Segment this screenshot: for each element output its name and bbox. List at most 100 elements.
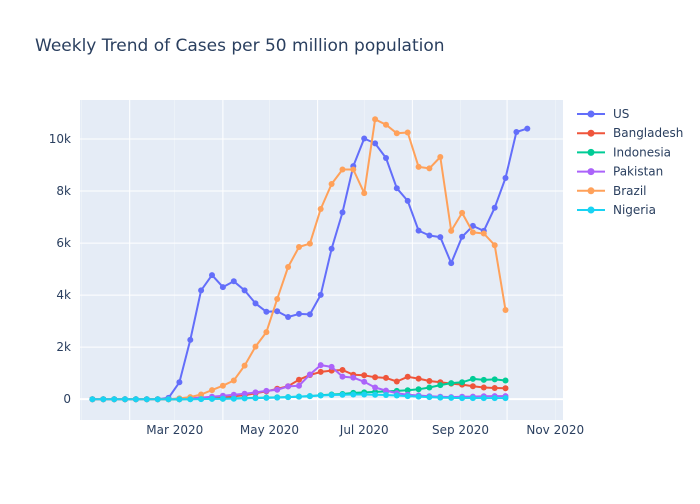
x-tick-label: Nov 2020	[526, 423, 584, 437]
x-tick-label: Sep 2020	[432, 423, 489, 437]
data-point	[415, 386, 422, 393]
data-point	[524, 125, 531, 132]
data-point	[219, 284, 226, 291]
data-point	[448, 394, 455, 401]
data-point	[459, 209, 466, 216]
data-point	[339, 373, 346, 380]
data-point	[448, 260, 455, 267]
data-point	[339, 391, 346, 398]
y-tick-label: 2k	[56, 340, 71, 354]
data-point	[383, 392, 389, 398]
legend-label: Pakistan	[613, 165, 663, 179]
data-point	[252, 300, 259, 307]
data-point	[241, 390, 248, 397]
data-point	[317, 392, 324, 399]
data-point	[404, 373, 411, 380]
data-point	[502, 395, 509, 402]
data-point	[296, 382, 302, 389]
legend-label: US	[613, 107, 629, 121]
data-point	[415, 375, 422, 382]
legend-item: Nigeria	[577, 203, 656, 217]
data-point	[328, 392, 335, 398]
data-point	[263, 308, 270, 315]
data-point	[296, 244, 302, 250]
data-point	[502, 175, 509, 181]
data-point	[393, 378, 400, 385]
data-point	[383, 374, 389, 381]
data-point	[491, 376, 498, 383]
data-point	[252, 395, 259, 402]
data-point	[448, 380, 455, 387]
series-nigeria	[89, 391, 509, 403]
data-point	[317, 368, 324, 375]
data-point	[230, 395, 237, 402]
data-point	[176, 396, 183, 403]
data-point	[491, 204, 498, 211]
data-point	[372, 391, 379, 398]
data-point	[426, 378, 433, 384]
y-tick-label: 10k	[49, 132, 71, 146]
legend-label: Bangladesh	[613, 126, 683, 140]
data-point	[480, 230, 487, 237]
data-point	[404, 129, 411, 136]
legend-label: Nigeria	[613, 203, 656, 217]
data-point	[372, 116, 379, 123]
data-point	[415, 163, 422, 170]
data-point	[317, 206, 324, 212]
data-point	[285, 264, 292, 270]
data-point	[448, 227, 455, 234]
data-point	[361, 372, 368, 379]
data-point	[274, 394, 281, 401]
data-point	[393, 392, 400, 399]
data-point	[480, 384, 487, 391]
data-point	[491, 385, 498, 391]
data-point	[296, 393, 302, 400]
data-point	[437, 382, 444, 389]
data-point	[100, 396, 107, 403]
data-point	[404, 197, 411, 204]
data-point	[469, 395, 476, 402]
data-point	[339, 166, 346, 173]
x-tick-label: Mar 2020	[146, 423, 203, 437]
data-point	[143, 396, 150, 403]
data-point	[122, 396, 128, 403]
data-point	[111, 396, 118, 403]
data-point	[285, 383, 292, 390]
x-tick-label: May 2020	[240, 423, 299, 437]
data-point	[459, 395, 466, 402]
data-point	[404, 387, 411, 394]
data-point	[241, 362, 248, 369]
data-point	[469, 229, 476, 236]
data-point	[317, 291, 324, 298]
data-point	[176, 379, 183, 386]
data-point	[361, 135, 368, 142]
legend-swatch-marker	[587, 110, 595, 118]
legend-swatch-marker	[587, 206, 595, 214]
data-point	[383, 387, 389, 394]
data-point	[480, 395, 487, 402]
data-point	[209, 387, 215, 394]
data-point	[198, 287, 205, 294]
data-point	[469, 222, 476, 229]
data-point	[317, 362, 324, 369]
data-point	[285, 314, 292, 320]
legend-swatch-marker	[587, 148, 595, 156]
legend-item: Indonesia	[577, 145, 671, 159]
data-point	[426, 394, 433, 401]
data-point	[459, 379, 466, 386]
data-point	[154, 396, 161, 403]
legend-item: US	[577, 107, 629, 121]
legend-label: Brazil	[613, 184, 647, 198]
data-point	[361, 378, 368, 385]
data-point	[219, 382, 226, 389]
data-point	[491, 242, 498, 249]
data-point	[383, 121, 389, 128]
data-point	[361, 391, 368, 398]
data-point	[209, 395, 215, 402]
data-point	[274, 308, 281, 315]
data-point	[187, 396, 194, 403]
y-tick-label: 8k	[56, 184, 71, 198]
data-point	[263, 394, 270, 401]
data-point	[350, 166, 357, 173]
